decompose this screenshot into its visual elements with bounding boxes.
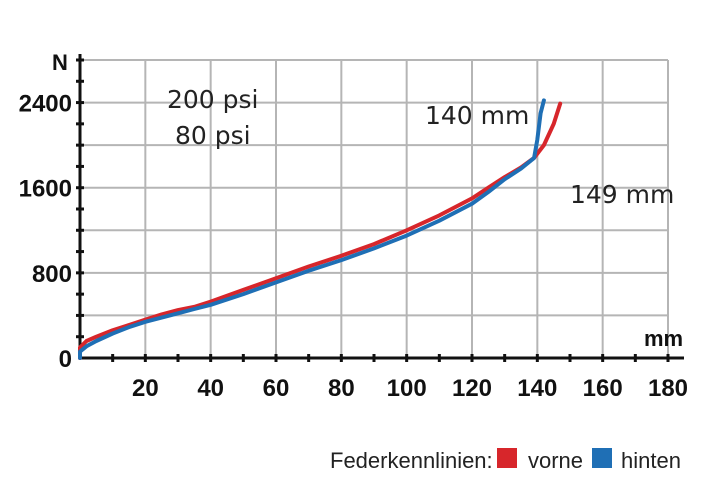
legend-label-vorne: vorne — [528, 448, 583, 473]
data-series — [78, 98, 563, 360]
x-axis-ticks: 20 40 60 80 100 120 140 160 180 — [132, 375, 688, 402]
legend-swatch-hinten — [592, 448, 612, 468]
grid-lines — [80, 59, 669, 358]
series-line-hinten — [78, 98, 546, 360]
x-tick-label-180: 180 — [648, 375, 688, 402]
x-tick-label-140: 140 — [517, 375, 557, 402]
y-tick-label-0: 0 — [59, 346, 72, 373]
y-tick-label-1600: 1600 — [19, 176, 72, 203]
x-tick-label-40: 40 — [197, 375, 224, 402]
pressure-label-hinten: 80 psi — [175, 121, 251, 150]
annotation-140mm: 140 mm — [425, 101, 529, 130]
y-tick-label-2400: 2400 — [19, 91, 72, 118]
annotation-149mm: 149 mm — [570, 180, 674, 209]
legend: Federkennlinien: vorne hinten — [330, 448, 681, 473]
x-tick-label-60: 60 — [263, 375, 290, 402]
y-axis-ticks: 0 800 1600 2400 — [19, 91, 72, 373]
axes — [76, 54, 684, 362]
x-tick-label-20: 20 — [132, 375, 159, 402]
x-tick-label-80: 80 — [328, 375, 355, 402]
x-tick-label-120: 120 — [452, 375, 492, 402]
y-tick-label-800: 800 — [32, 261, 72, 288]
pressure-label-vorne: 200 psi — [167, 85, 259, 114]
x-tick-label-100: 100 — [387, 375, 427, 402]
legend-swatch-vorne — [497, 448, 517, 468]
x-tick-label-160: 160 — [583, 375, 623, 402]
x-axis-label: mm — [644, 326, 683, 351]
legend-label-hinten: hinten — [621, 448, 681, 473]
y-axis-label: N — [52, 50, 68, 75]
legend-title: Federkennlinien: — [330, 448, 493, 473]
